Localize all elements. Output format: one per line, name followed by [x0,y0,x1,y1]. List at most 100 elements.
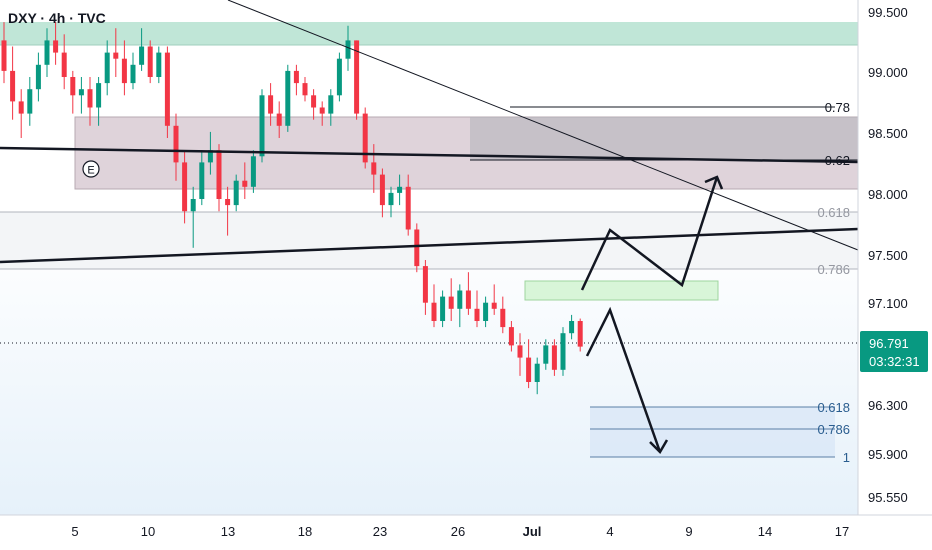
price-tick: 96.300 [868,398,908,413]
candle-bear [1,40,7,71]
fib-lower-label-0786: 0.786 [817,422,850,437]
candle-bear [113,52,119,59]
candle-bear [465,290,471,309]
time-tick: 14 [758,524,772,539]
candle-bear [302,83,308,96]
fib-upper-label-062: 0.62 [825,153,850,168]
candle-bull [44,40,50,65]
candle-bear [87,89,93,108]
candles-group [1,22,583,395]
time-tick: 5 [71,524,78,539]
candle-bear [268,95,274,114]
candle-bull [96,83,102,108]
time-ticks: 5 10 13 18 23 26 Jul 4 9 14 17 [71,524,849,539]
candle-bull [27,89,33,114]
time-tick: 13 [221,524,235,539]
price-tick: 98.000 [868,187,908,202]
last-price-value: 96.791 [869,336,909,351]
candle-bear [182,162,188,212]
candle-bull [483,302,489,321]
countdown-timer: 03:32:31 [869,354,920,369]
bullish-arrow-head [704,175,724,190]
candle-bull [534,363,540,382]
price-tick: 97.500 [868,248,908,263]
candle-bear [405,186,411,230]
candle-bull [457,290,463,309]
candle-bear [500,308,506,328]
descending-trendline[interactable] [227,0,859,251]
horizontal-trendline-lower[interactable] [0,227,859,264]
candle-bull [560,333,566,370]
candle-bull [345,40,351,59]
candle-bear [276,113,282,126]
candle-bear [173,125,179,163]
candle-bull [250,156,256,187]
candle-bear [18,101,24,114]
candle-bear [311,95,317,108]
candle-bear [293,70,299,84]
candle-bull [440,296,446,321]
time-tick: 17 [835,524,849,539]
candle-bear [431,302,437,321]
bearish-arrow-head [649,439,669,455]
fib-mid-label-0786: 0.786 [817,262,850,277]
bearish-projection-path [585,306,662,453]
candle-bull [104,52,110,84]
candle-bear [242,180,248,187]
price-tick: 95.550 [868,490,908,505]
price-axis[interactable] [858,0,932,515]
candle-bear [422,266,428,303]
candle-bull [259,95,265,157]
candle-bear [354,40,360,114]
time-tick: 23 [373,524,387,539]
candle-bull [139,46,145,65]
candle-bear [448,296,454,309]
candle-bear [53,40,59,53]
price-tick: 99.000 [868,65,908,80]
candle-bear [147,46,153,77]
time-tick: 10 [141,524,155,539]
lower-fib-zone [590,407,835,457]
horizontal-trendline-upper[interactable] [0,146,859,164]
candle-bear [10,70,16,102]
candle-bear [414,229,420,267]
candle-bear [371,162,377,175]
candle-bull [543,345,549,364]
candle-bear [70,77,76,96]
candle-bear [474,308,480,321]
candle-bull [285,70,291,126]
time-tick: 18 [298,524,312,539]
candle-bull [328,95,334,114]
candle-bear [121,58,127,84]
candle-bear [362,113,368,163]
mid-gray-band [0,212,858,269]
candle-bear [379,174,385,206]
candle-bull [156,52,162,77]
fib-lower-label-0618: 0.618 [817,400,850,415]
time-tick: 9 [685,524,692,539]
time-tick-month: Jul [523,524,542,539]
candle-bull [130,64,136,84]
candle-bull [336,58,342,96]
candle-bear [216,150,222,199]
price-tick: 99.500 [868,5,908,20]
candle-bull [569,321,575,334]
supply-zone [0,22,858,45]
fib-upper-shade [470,117,858,160]
time-axis[interactable] [0,515,932,550]
price-ticks: 99.500 99.000 98.500 98.000 97.500 97.10… [868,5,908,505]
last-price-badge: 96.791 03:32:31 [860,331,928,372]
candle-bear [319,107,325,114]
bullish-projection-path [580,176,719,291]
green-target-box [524,280,719,301]
candle-bear [577,321,583,347]
earnings-icon[interactable]: E [82,160,100,178]
candle-bear [551,345,557,370]
candle-bear [508,327,514,346]
time-tick: 26 [451,524,465,539]
candle-bear [225,199,231,206]
candle-bull [78,89,84,96]
candle-bull [397,186,403,193]
symbol-title[interactable]: DXY · 4h · TVC [8,10,106,26]
